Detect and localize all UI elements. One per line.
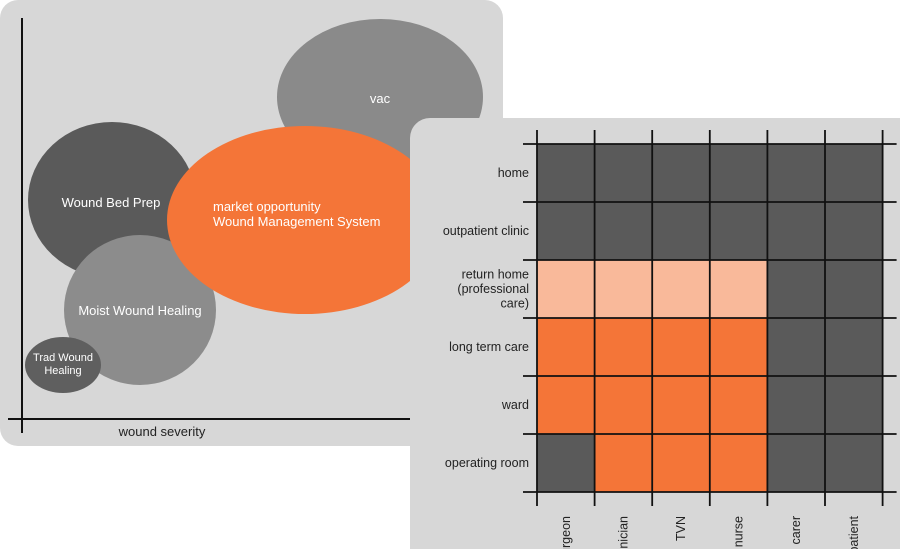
matrix-cell [709, 202, 768, 260]
matrix-cell [709, 318, 768, 376]
positioning-chart-panel: wound severity vac Wound Bed Prep Moist … [0, 0, 503, 446]
matrix-cell [594, 318, 653, 376]
bubble-trad-wound-healing-fo: Trad Wound Healing [33, 352, 93, 377]
matrix-cell [825, 318, 883, 376]
matrix-cell [594, 260, 653, 318]
bubble-market-opportunity [167, 126, 443, 314]
bubble-moist-wound-healing-label: Moist Wound Healing [78, 303, 201, 318]
column-label: TVN [674, 516, 688, 541]
matrix-cell [825, 260, 883, 318]
bubble-vac-label: vac [370, 91, 391, 106]
row-label: ward [501, 398, 529, 412]
positioning-chart: wound severity vac Wound Bed Prep Moist … [8, 18, 503, 439]
matrix-cell [767, 144, 825, 202]
matrix-cell [537, 260, 595, 318]
matrix-cell [594, 202, 653, 260]
matrix-cell [767, 260, 825, 318]
matrix-cell [767, 318, 825, 376]
column-label: surgeon [559, 516, 573, 549]
matrix-cell [709, 260, 768, 318]
matrix-cells [537, 144, 883, 492]
matrix-column-labels: surgeon clinician TVN nurse carer patient [559, 515, 861, 549]
matrix-cell [537, 434, 595, 492]
matrix-cell [825, 434, 883, 492]
matrix-cell [652, 376, 710, 434]
bubble-wound-bed-prep-label: Wound Bed Prep [62, 195, 161, 210]
matrix-cell [825, 376, 883, 434]
matrix-row-labels: home outpatient clinic return home (profess… [443, 166, 529, 470]
column-label: patient [847, 515, 861, 549]
bubble-market-opportunity-label: market opportunity [213, 199, 321, 214]
bubble-market-opportunity-label2: Wound Management System [213, 214, 380, 229]
matrix-cell [537, 318, 595, 376]
row-label: outpatient clinic [443, 224, 529, 238]
matrix-cell [652, 260, 710, 318]
matrix-panel: home outpatient clinic return home (profess… [410, 118, 900, 549]
matrix-cell [594, 434, 653, 492]
row-label: home [498, 166, 529, 180]
matrix-grid [523, 130, 897, 506]
matrix-cell [767, 434, 825, 492]
matrix-cell [825, 202, 883, 260]
matrix-cell [537, 144, 595, 202]
matrix-cell [767, 202, 825, 260]
matrix-cell [709, 376, 768, 434]
matrix-cell [709, 434, 768, 492]
matrix-cell [537, 202, 595, 260]
matrix-cell [594, 144, 653, 202]
row-label: operating room [445, 456, 529, 470]
matrix-cell [767, 376, 825, 434]
column-label: carer [789, 516, 803, 544]
bubble-trad-wound-healing-label: Trad Wound Healing [33, 352, 93, 377]
x-axis-label: wound severity [118, 424, 206, 439]
matrix-cell [652, 144, 710, 202]
care-matrix: home outpatient clinic return home (profess… [443, 130, 897, 549]
matrix-cell [652, 202, 710, 260]
column-label: nurse [732, 516, 746, 547]
bubble-trad-wound-healing [25, 337, 101, 393]
matrix-cell [825, 144, 883, 202]
bubble-moist-wound-healing [64, 235, 216, 385]
row-label: long term care [449, 340, 529, 354]
matrix-cell [652, 318, 710, 376]
matrix-cell [537, 376, 595, 434]
matrix-cell [594, 376, 653, 434]
row-label: return home (professional care) [457, 268, 529, 311]
column-label: clinician [616, 516, 630, 549]
matrix-cell [709, 144, 768, 202]
matrix-cell [652, 434, 710, 492]
